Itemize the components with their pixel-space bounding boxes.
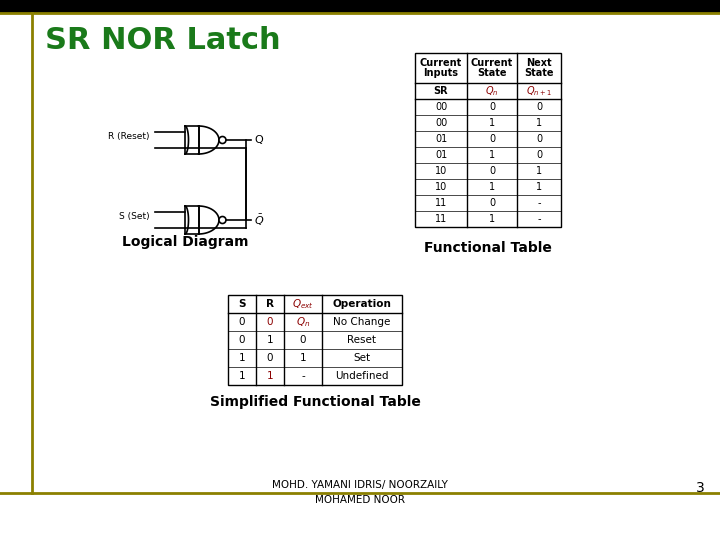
Text: Reset: Reset bbox=[348, 335, 377, 345]
Text: $Q_n$: $Q_n$ bbox=[485, 84, 499, 98]
Text: Simplified Functional Table: Simplified Functional Table bbox=[210, 395, 420, 409]
Text: 1: 1 bbox=[536, 118, 542, 128]
Text: $Q_n$: $Q_n$ bbox=[296, 315, 310, 329]
Text: Set: Set bbox=[354, 353, 371, 363]
Text: 1: 1 bbox=[239, 353, 246, 363]
Text: R: R bbox=[266, 299, 274, 309]
Text: 0: 0 bbox=[489, 134, 495, 144]
Text: 1: 1 bbox=[239, 371, 246, 381]
Text: $Q_{ext}$: $Q_{ext}$ bbox=[292, 297, 314, 311]
Text: 11: 11 bbox=[435, 214, 447, 224]
Text: 0: 0 bbox=[536, 150, 542, 160]
Text: 0: 0 bbox=[239, 317, 246, 327]
Text: 10: 10 bbox=[435, 182, 447, 192]
Text: 1: 1 bbox=[536, 182, 542, 192]
Text: -: - bbox=[537, 198, 541, 208]
Text: Next
State: Next State bbox=[524, 58, 554, 78]
Text: 01: 01 bbox=[435, 150, 447, 160]
Text: 1: 1 bbox=[489, 182, 495, 192]
Text: SR NOR Latch: SR NOR Latch bbox=[45, 26, 281, 55]
Text: MOHD. YAMANI IDRIS/ NOORZAILY: MOHD. YAMANI IDRIS/ NOORZAILY bbox=[272, 480, 448, 490]
Text: S: S bbox=[238, 299, 246, 309]
Text: 0: 0 bbox=[266, 353, 274, 363]
Text: 0: 0 bbox=[489, 166, 495, 176]
Text: Logical Diagram: Logical Diagram bbox=[122, 235, 248, 249]
Text: MOHAMED NOOR: MOHAMED NOOR bbox=[315, 495, 405, 505]
Text: 1: 1 bbox=[489, 150, 495, 160]
Text: 0: 0 bbox=[266, 317, 274, 327]
Text: 1: 1 bbox=[489, 214, 495, 224]
Text: 0: 0 bbox=[536, 134, 542, 144]
Text: 10: 10 bbox=[435, 166, 447, 176]
Text: Current
State: Current State bbox=[471, 58, 513, 78]
Text: 3: 3 bbox=[696, 481, 704, 495]
Text: -: - bbox=[301, 371, 305, 381]
Text: 0: 0 bbox=[489, 198, 495, 208]
Text: $Q_{n+1}$: $Q_{n+1}$ bbox=[526, 84, 552, 98]
Text: Operation: Operation bbox=[333, 299, 392, 309]
Text: Current
Inputs: Current Inputs bbox=[420, 58, 462, 78]
Text: 1: 1 bbox=[266, 371, 274, 381]
Text: 0: 0 bbox=[489, 102, 495, 112]
Text: 0: 0 bbox=[536, 102, 542, 112]
Text: 1: 1 bbox=[489, 118, 495, 128]
Circle shape bbox=[219, 217, 226, 224]
Text: 1: 1 bbox=[536, 166, 542, 176]
Text: -: - bbox=[537, 214, 541, 224]
Bar bbox=[228, 295, 402, 385]
Text: Functional Table: Functional Table bbox=[424, 241, 552, 255]
Text: 01: 01 bbox=[435, 134, 447, 144]
Text: R (Reset): R (Reset) bbox=[109, 132, 150, 140]
Circle shape bbox=[219, 137, 226, 144]
Text: No Change: No Change bbox=[333, 317, 391, 327]
Text: 11: 11 bbox=[435, 198, 447, 208]
Text: 1: 1 bbox=[266, 335, 274, 345]
Text: Undefined: Undefined bbox=[336, 371, 389, 381]
Text: $\bar{Q}$: $\bar{Q}$ bbox=[254, 212, 264, 227]
Text: 00: 00 bbox=[435, 118, 447, 128]
Text: 0: 0 bbox=[300, 335, 306, 345]
Text: 1: 1 bbox=[300, 353, 306, 363]
Bar bbox=[415, 53, 561, 227]
Text: 0: 0 bbox=[239, 335, 246, 345]
Text: Q: Q bbox=[254, 135, 263, 145]
Text: SR: SR bbox=[433, 86, 449, 96]
Text: S (Set): S (Set) bbox=[120, 212, 150, 220]
Text: 00: 00 bbox=[435, 102, 447, 112]
